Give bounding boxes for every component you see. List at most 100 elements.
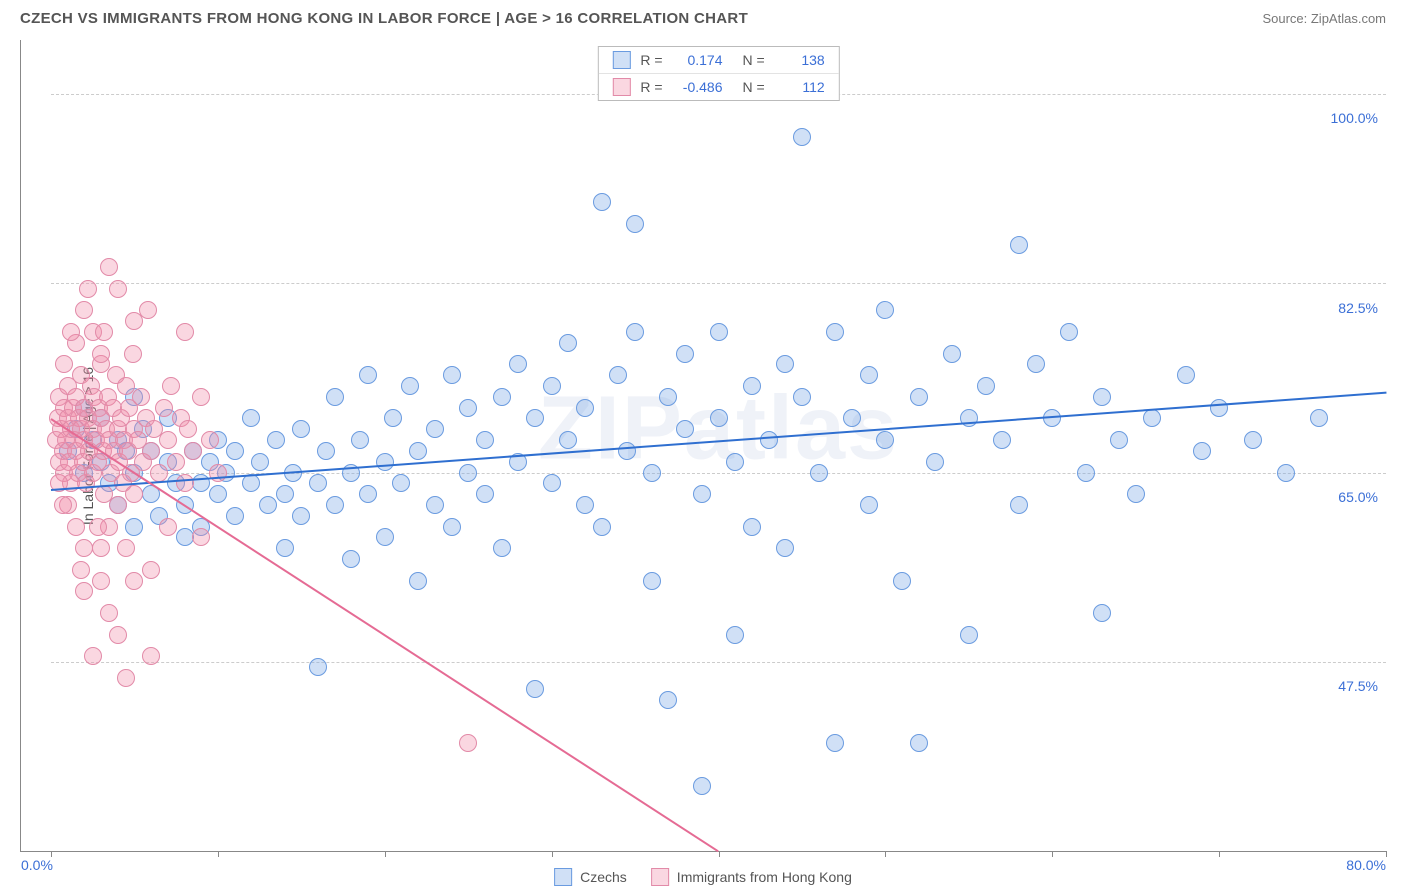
legend-item: Czechs [554,868,627,886]
czech-point [860,496,878,514]
czech-point [1010,236,1028,254]
hk-point [201,431,219,449]
czech-point [426,496,444,514]
hk-point [75,301,93,319]
hk-point [125,572,143,590]
hk-point [75,539,93,557]
czech-point [726,626,744,644]
hk-point [109,626,127,644]
czech-point [626,215,644,233]
czech-point [376,528,394,546]
hk-point [92,572,110,590]
hk-point [125,485,143,503]
stat-n-value: 112 [775,79,825,95]
czech-point [543,474,561,492]
czech-point [276,485,294,503]
czech-point [125,518,143,536]
legend-label: Immigrants from Hong Kong [677,869,852,885]
gridline [51,662,1386,663]
czech-point [1193,442,1211,460]
hk-point [124,345,142,363]
hk-point [92,345,110,363]
hk-point [184,442,202,460]
stat-r-label: R = [640,79,662,95]
czech-point [910,734,928,752]
hk-point [159,518,177,536]
czech-point [176,528,194,546]
hk-point [75,582,93,600]
czech-point [509,355,527,373]
czech-point [409,572,427,590]
czech-point [409,442,427,460]
legend-swatch [612,51,630,69]
series-legend: Czechs Immigrants from Hong Kong [554,868,852,886]
x-axis-min-label: 0.0% [21,857,53,873]
czech-point [242,474,260,492]
hk-point [142,647,160,665]
czech-point [760,431,778,449]
chart-title: CZECH VS IMMIGRANTS FROM HONG KONG IN LA… [20,10,748,27]
czech-point [643,464,661,482]
hk-trendline [50,419,719,853]
x-tick [218,851,219,857]
czech-point [326,388,344,406]
czech-point [226,442,244,460]
czech-point [401,377,419,395]
czech-point [493,388,511,406]
hk-point [72,561,90,579]
czech-point [659,691,677,709]
stat-n-label: N = [743,79,765,95]
czech-point [960,409,978,427]
czech-point [576,399,594,417]
czech-point [776,539,794,557]
czech-point [1310,409,1328,427]
hk-point [162,377,180,395]
chart-container: In Labor Force | Age > 16 ZIPatlas R =0.… [20,40,1386,852]
czech-point [276,539,294,557]
hk-point [84,647,102,665]
czech-point [860,366,878,384]
czech-point [776,355,794,373]
legend-label: Czechs [580,869,627,885]
czech-point [826,734,844,752]
hk-point [176,323,194,341]
czech-point [476,431,494,449]
czech-point [392,474,410,492]
czech-point [1210,399,1228,417]
czech-point [543,377,561,395]
czech-point [593,518,611,536]
hk-point [117,669,135,687]
hk-point [176,474,194,492]
correlation-row: R =-0.486N =112 [598,74,838,100]
czech-point [459,399,477,417]
hk-point [100,604,118,622]
czech-trendline [51,391,1386,490]
hk-point [150,464,168,482]
czech-point [926,453,944,471]
czech-point [267,431,285,449]
czech-point [1127,485,1145,503]
y-tick-label: 82.5% [1338,300,1378,316]
hk-point [67,518,85,536]
czech-point [1010,496,1028,514]
legend-item: Immigrants from Hong Kong [651,868,852,886]
stat-r-label: R = [640,52,662,68]
czech-point [384,409,402,427]
czech-point [443,518,461,536]
czech-point [576,496,594,514]
czech-point [251,453,269,471]
czech-point [710,409,728,427]
czech-point [626,323,644,341]
czech-point [292,420,310,438]
czech-point [1077,464,1095,482]
czech-point [726,453,744,471]
czech-point [876,431,894,449]
y-tick-label: 100.0% [1331,110,1378,126]
x-tick [719,851,720,857]
stat-n-label: N = [743,52,765,68]
czech-point [810,464,828,482]
czech-point [317,442,335,460]
legend-swatch [612,78,630,96]
x-axis-max-label: 80.0% [1346,857,1386,873]
czech-point [793,388,811,406]
